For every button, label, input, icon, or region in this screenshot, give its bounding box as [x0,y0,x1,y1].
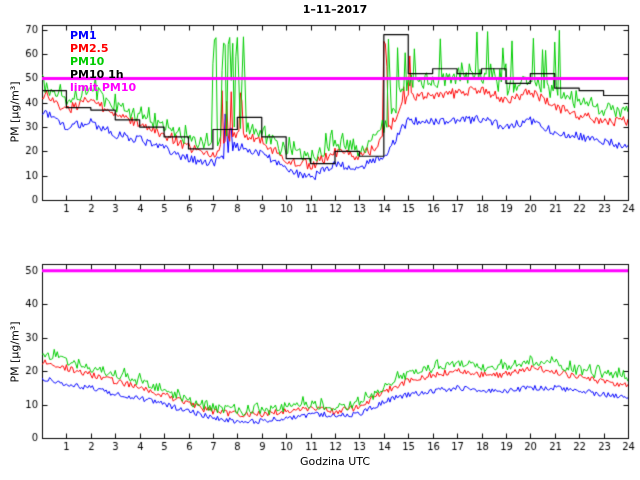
legend: PM1 PM2.5 PM10 PM10 1h limit PM10 [70,29,136,94]
bottom-y-axis-label: PM [µg/m³] [8,321,22,383]
top-chart-canvas [0,0,640,240]
legend-item-limit-pm10: limit PM10 [70,81,137,94]
bottom-chart-canvas [0,240,640,480]
legend-item-pm10-1h: PM10 1h [70,68,124,81]
top-y-axis-label: PM [µg/m³] [8,81,22,143]
legend-item-pm10: PM10 [70,55,105,68]
legend-item-pm1: PM1 [70,29,97,42]
x-axis-label: Godzina UTC [299,455,371,468]
legend-item-pm25: PM2.5 [70,42,109,55]
